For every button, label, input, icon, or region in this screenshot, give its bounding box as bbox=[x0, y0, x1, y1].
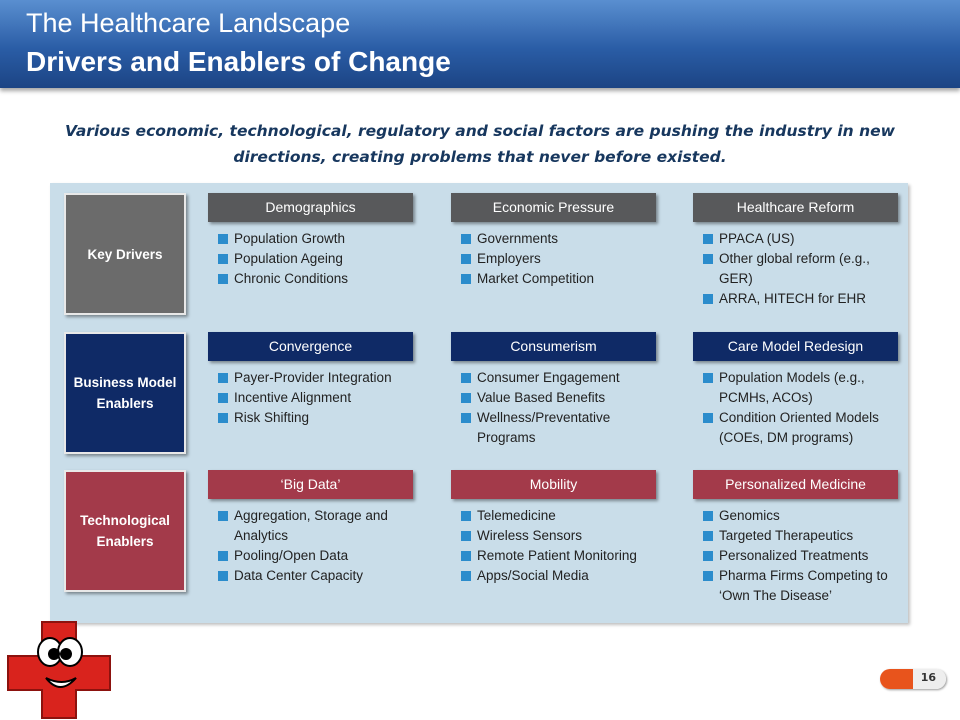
list-item: Telemedicine bbox=[461, 506, 661, 526]
list-item: Condition Oriented Models (COEs, DM prog… bbox=[703, 408, 903, 448]
list-item: Population Models (e.g., PCMHs, ACOs) bbox=[703, 368, 903, 408]
panel bbox=[50, 183, 908, 623]
item-list: Population Growth Population Ageing Chroni… bbox=[218, 229, 418, 289]
list-item: Employers bbox=[461, 249, 661, 269]
column-heading: Economic Pressure bbox=[451, 193, 656, 222]
page-number-pill: 16 bbox=[880, 669, 946, 689]
column-heading: Demographics bbox=[208, 193, 413, 222]
list-item: Population Growth bbox=[218, 229, 418, 249]
list-item: PPACA (US) bbox=[703, 229, 903, 249]
list-item: Targeted Therapeutics bbox=[703, 526, 903, 546]
subtitle: Drivers and Enablers of Change bbox=[26, 46, 451, 77]
row-label: Business Model Enablers bbox=[64, 332, 186, 454]
list-item: Data Center Capacity bbox=[218, 566, 418, 586]
list-item: Apps/Social Media bbox=[461, 566, 661, 586]
header: The Healthcare Landscape Drivers and Ena… bbox=[0, 0, 960, 88]
item-list: Governments Employers Market Competition bbox=[461, 229, 661, 289]
item-list: Telemedicine Wireless Sensors Remote Patie… bbox=[461, 506, 661, 586]
row-label: Technological Enablers bbox=[64, 470, 186, 592]
list-item: ARRA, HITECH for EHR bbox=[703, 289, 903, 309]
row-label: Key Drivers bbox=[64, 193, 186, 315]
item-list: Aggregation, Storage and Analytics Poolin… bbox=[218, 506, 418, 586]
list-item: Market Competition bbox=[461, 269, 661, 289]
list-item: Value Based Benefits bbox=[461, 388, 661, 408]
title: The Healthcare Landscape bbox=[26, 8, 351, 38]
item-list: Population Models (e.g., PCMHs, ACOs) Con… bbox=[703, 368, 903, 448]
list-item: Risk Shifting bbox=[218, 408, 418, 428]
list-item: Aggregation, Storage and Analytics bbox=[218, 506, 418, 546]
page-number: 16 bbox=[920, 671, 936, 684]
list-item: Wellness/Preventative Programs bbox=[461, 408, 661, 448]
item-list: Payer-Provider Integration Incentive Alig… bbox=[218, 368, 418, 428]
column-heading: Mobility bbox=[451, 470, 656, 499]
column-heading: Convergence bbox=[208, 332, 413, 361]
item-list: PPACA (US) Other global reform (e.g., GER… bbox=[703, 229, 903, 309]
list-item: Pharma Firms Competing to ‘Own The Disea… bbox=[703, 566, 903, 606]
list-item: Payer-Provider Integration bbox=[218, 368, 418, 388]
column-heading: Consumerism bbox=[451, 332, 656, 361]
column-heading: Personalized Medicine bbox=[693, 470, 898, 499]
list-item: Chronic Conditions bbox=[218, 269, 418, 289]
list-item: Pooling/Open Data bbox=[218, 546, 418, 566]
list-item: Governments bbox=[461, 229, 661, 249]
list-item: Population Ageing bbox=[218, 249, 418, 269]
item-list: Consumer Engagement Value Based Benefits W… bbox=[461, 368, 661, 448]
list-item: Personalized Treatments bbox=[703, 546, 903, 566]
item-list: Genomics Targeted Therapeutics Personalize… bbox=[703, 506, 903, 606]
column-heading: Healthcare Reform bbox=[693, 193, 898, 222]
column-heading: ‘Big Data’ bbox=[208, 470, 413, 499]
list-item: Genomics bbox=[703, 506, 903, 526]
list-item: Wireless Sensors bbox=[461, 526, 661, 546]
list-item: Other global reform (e.g., GER) bbox=[703, 249, 903, 289]
list-item: Remote Patient Monitoring bbox=[461, 546, 661, 566]
mascot bbox=[7, 621, 111, 719]
list-item: Incentive Alignment bbox=[218, 388, 418, 408]
column-heading: Care Model Redesign bbox=[693, 332, 898, 361]
list-item: Consumer Engagement bbox=[461, 368, 661, 388]
intro: Various economic, technological, regulat… bbox=[65, 122, 895, 166]
